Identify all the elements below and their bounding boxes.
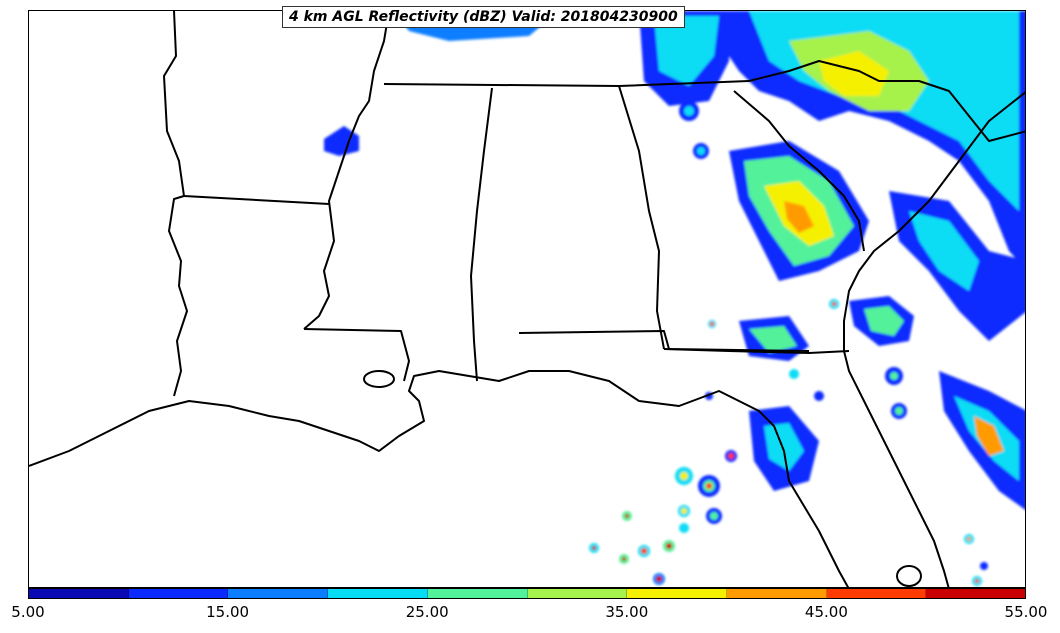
echo-west-cells-inner xyxy=(749,326,797,353)
map-title: 4 km AGL Reflectivity (dBZ) Valid: 20180… xyxy=(282,6,685,28)
colorbar-tick-label: 45.00 xyxy=(804,603,848,621)
echo-scattered-cells xyxy=(589,101,988,586)
geographic-boundaries xyxy=(29,11,1025,587)
colorbar-segment xyxy=(328,589,428,598)
lake-pontchartrain xyxy=(363,370,395,388)
lake-okeechobee xyxy=(896,565,922,587)
colorbar-segment xyxy=(627,589,727,598)
echo-east-coast-band-inner xyxy=(909,211,979,291)
colorbar-segment xyxy=(29,589,129,598)
colorbar-segment xyxy=(228,589,329,598)
map-panel xyxy=(28,10,1026,588)
echo-central-cluster-inner xyxy=(864,306,904,336)
colorbar-tick-label: 35.00 xyxy=(605,603,649,621)
colorbar-segment xyxy=(128,589,229,598)
reflectivity-echoes xyxy=(324,11,1025,586)
echo-band-northeast-peak xyxy=(819,51,889,96)
colorbar xyxy=(28,588,1026,599)
colorbar-segment xyxy=(926,589,1026,598)
coastline-gulf xyxy=(29,370,850,587)
border-georgia-florida xyxy=(663,348,850,354)
colorbar-tick-label: 25.00 xyxy=(405,603,449,621)
colorbar-segment xyxy=(726,589,827,598)
colorbar-segment xyxy=(527,589,628,598)
echo-mississippi-blob xyxy=(324,126,359,156)
echo-south-cluster-inner xyxy=(764,423,804,471)
border-georgia-south-carolina xyxy=(733,90,865,252)
echo-offshore-band-core xyxy=(974,416,1004,456)
colorbar-tick-label: 15.00 xyxy=(206,603,250,621)
border-georgia-carolina xyxy=(748,60,1025,142)
reflectivity-map xyxy=(29,11,1025,587)
border-arkansas-louisiana xyxy=(183,195,330,205)
border-mississippi-river-east xyxy=(303,11,390,330)
colorbar-segment xyxy=(427,589,528,598)
colorbar-tick-label: 5.00 xyxy=(11,603,45,621)
echo-northwest-strip-inner xyxy=(654,16,719,86)
border-alabama-georgia xyxy=(618,85,665,350)
colorbar-segment xyxy=(826,589,927,598)
colorbar-tick-label: 55.00 xyxy=(1004,603,1048,621)
echo-georgia-cluster-peak xyxy=(784,201,814,233)
border-mississippi-alabama xyxy=(470,87,493,382)
border-arkansas-mississippi-river xyxy=(163,11,188,397)
border-louisiana-mississippi xyxy=(303,328,410,382)
border-alabama-florida xyxy=(518,330,810,352)
